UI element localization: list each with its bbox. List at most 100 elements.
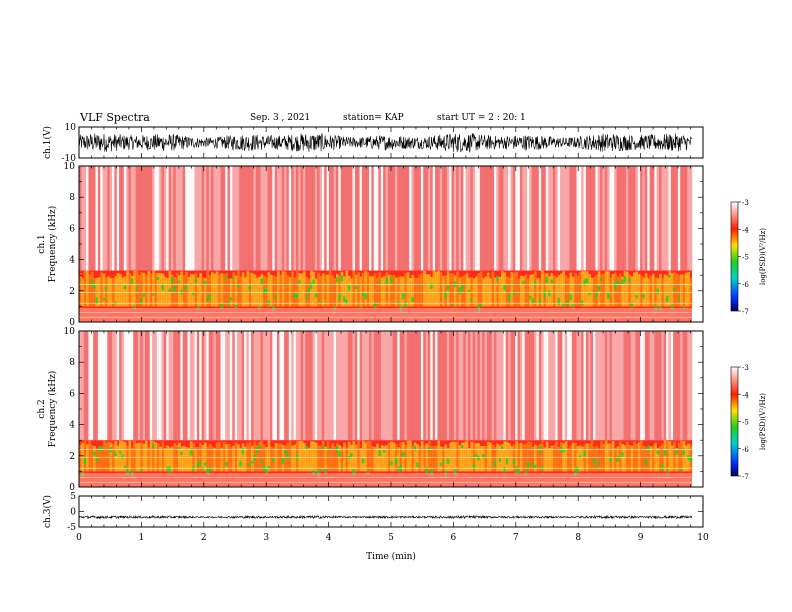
spectrogram-column (166, 331, 169, 441)
spectrogram-column (255, 166, 259, 271)
spectrogram-band-column (534, 444, 537, 472)
spectrogram-peak (178, 280, 181, 283)
spectrogram-column (340, 166, 344, 271)
spectrogram-band-column (291, 271, 294, 307)
spectrogram-column (307, 331, 311, 441)
spectrogram-column (675, 166, 679, 271)
spectrogram-column (251, 331, 254, 441)
spectrogram-column (442, 331, 445, 441)
spectrogram-column (333, 166, 337, 271)
spectrogram-column (578, 331, 582, 441)
spectrogram-band-column (361, 273, 365, 307)
spectrogram-column (449, 166, 452, 271)
spectrogram-column (571, 166, 575, 271)
spectrogram-column (595, 331, 598, 441)
spectrogram-column (241, 166, 245, 271)
spectrogram-column (201, 331, 205, 441)
spectrogram-column (310, 331, 313, 441)
spectrogram-column (86, 166, 89, 271)
spectrogram-column (279, 331, 283, 441)
spectrogram-column (574, 166, 577, 271)
spectrogram-column (491, 331, 495, 441)
spectrogram-column (439, 331, 443, 441)
spectrogram-column (470, 166, 474, 271)
spectrogram-column (449, 331, 452, 441)
spectrogram-column (470, 331, 474, 441)
spectrogram-band-column (418, 446, 422, 472)
spectrogram-band-column (682, 274, 686, 307)
spectrogram-peak (204, 462, 207, 466)
spectrogram-band-column (317, 445, 320, 472)
spectrogram-band-column (435, 271, 438, 307)
spectrogram-peak (324, 468, 327, 474)
spectrogram-column (97, 166, 101, 271)
spectrogram-column (140, 166, 143, 271)
spectrogram-column (213, 331, 217, 441)
spectrogram-column (529, 331, 532, 441)
spectrogram-peak (524, 470, 528, 476)
spectrogram-column (510, 166, 514, 271)
spectrogram-band-column (123, 442, 127, 472)
spectrogram-peak (104, 287, 108, 290)
spectrogram-column (682, 331, 686, 441)
spectrogram-band-column (300, 273, 304, 307)
spectrogram-band-column (107, 276, 110, 307)
spectrogram-column (453, 166, 457, 271)
spectrogram-column (574, 331, 577, 441)
spectrogram-band-column (633, 441, 636, 472)
spectrogram-column (475, 166, 478, 271)
spectrogram-column (126, 166, 129, 271)
spectrogram-column (149, 166, 153, 271)
spectrogram-band-column (104, 277, 108, 307)
spectrogram-band-column (623, 271, 627, 307)
spectrogram-band-column (194, 447, 198, 472)
spectrogram-band-column (659, 446, 662, 472)
spectrogram-band-column (651, 273, 655, 307)
spectrogram-peak (534, 465, 537, 469)
spectrogram-column (270, 331, 273, 441)
spectrogram-peak (390, 276, 393, 283)
ch1-spectrogram-panel: 0 2 4 6 8 10 ch.1 Frequency (kHz) (37, 162, 704, 328)
spectrogram-column (519, 166, 523, 271)
spectrogram-band-column (340, 271, 344, 307)
spectrogram-band-column (545, 441, 549, 472)
spectrogram-band-column (310, 441, 313, 472)
spectrogram-band-column (159, 272, 162, 307)
spectrogram-column (112, 331, 115, 441)
spectrogram-band-column (618, 441, 622, 472)
spectrogram-band-column (541, 440, 544, 472)
spectrogram-column (465, 331, 469, 441)
spectrogram-column (397, 166, 400, 271)
spectrogram-peak (248, 286, 252, 291)
spectrogram-band-column (324, 274, 327, 307)
spectrogram-column (541, 331, 544, 441)
spectrogram-band-column (189, 274, 193, 307)
spectrogram-band-column (326, 441, 330, 472)
spectrogram-band-column (494, 277, 497, 307)
spectrogram-column (484, 331, 488, 441)
spectrogram-column (633, 331, 636, 441)
x-tick-label: 6 (451, 533, 457, 543)
spectrogram-peak (413, 445, 417, 451)
spectrogram-band-column (449, 274, 452, 307)
spectrogram-band-column (482, 446, 485, 472)
spectrogram-band-column (253, 274, 257, 307)
spectrogram-column (281, 166, 285, 271)
spectrogram-column (234, 166, 238, 271)
spectrogram-column (182, 331, 186, 441)
spectrogram-peak (220, 303, 224, 310)
y-tick-label: 0 (70, 508, 76, 518)
spectrogram-column (215, 166, 219, 271)
spectrogram-band-column (656, 448, 660, 472)
spectrogram-column (578, 166, 582, 271)
spectrogram-column (659, 166, 662, 271)
spectrogram-peak (352, 468, 356, 476)
spectrogram-column (376, 166, 379, 271)
spectrogram-column (430, 331, 433, 441)
spectrogram-column (383, 331, 386, 441)
spectrogram-band-column (626, 271, 629, 307)
spectrogram-band-column (114, 275, 118, 307)
spectrogram-band-column (522, 276, 525, 307)
spectrogram-peak (545, 276, 549, 283)
spectrogram-band-column (477, 273, 481, 307)
